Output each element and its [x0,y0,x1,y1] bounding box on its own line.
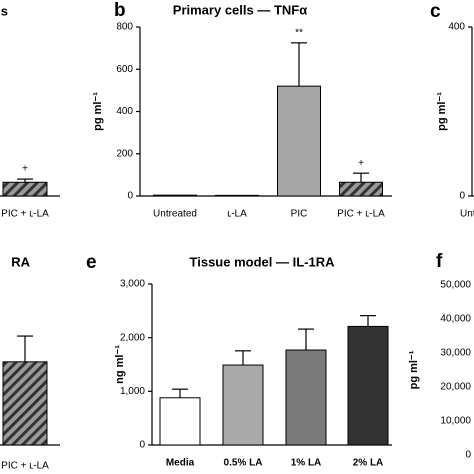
x-tick-label: ʟ-LA [227,209,247,220]
bar [2,361,48,446]
panel-letter: c [430,1,441,22]
bar [285,349,327,446]
chart-title: RA [11,254,30,269]
x-tick-label: 0.5% LA [224,458,263,469]
chart-title: s [1,3,8,18]
y-axis-label: pg ml⁻¹ [436,92,448,131]
x-tick-label: PIC [291,209,308,220]
bar-annotation: ** [295,27,303,38]
bar [277,85,321,197]
bar [159,397,201,446]
y-tick-label: 800 [116,22,133,33]
bar [215,194,259,197]
y-tick-label: 10,000 [440,416,471,427]
y-tick-label: 3,000 [120,279,145,290]
y-tick-label: 400 [448,22,465,33]
panel-letter: b [114,0,126,21]
x-tick-label: Untreated [153,209,197,220]
bar [339,181,383,197]
y-tick-label: 50,000 [440,280,471,291]
y-axis-label: pg ml⁻¹ [408,350,420,389]
x-tick-label: PIC + ʟ-LA [1,209,49,220]
bar [2,181,48,197]
y-tick-label: 1,000 [120,386,145,397]
y-tick-label: 30,000 [440,348,471,359]
x-tick-label: Media [166,458,195,469]
y-tick-label: 400 [116,106,133,117]
x-tick-label: PIC + ʟ-LA [337,209,385,220]
x-tick-label: PIC + ʟ-LA [1,461,49,472]
panel-letter: e [86,252,97,273]
y-axis-label: ng ml⁻¹ [114,345,126,384]
x-tick-label: Untreated [460,209,474,220]
y-tick-label: 0 [465,450,471,461]
bar [153,194,197,197]
y-axis-label: pg ml⁻¹ [92,92,104,131]
chart-title: Tissue model — IL-1RA [190,254,336,269]
y-tick-label: 40,000 [440,314,471,325]
bar-annotation: + [22,164,28,175]
bar [347,325,389,446]
bar-annotation: + [358,158,364,169]
y-tick-label: 0 [459,191,465,202]
bar [222,364,264,446]
y-tick-label: 20,000 [440,382,471,393]
y-tick-label: 200 [116,148,133,159]
x-tick-label: 2% LA [353,458,384,469]
panel-letter: f [436,251,443,272]
y-tick-label: 2,000 [120,332,145,343]
y-tick-label: 0 [139,440,145,451]
x-tick-label: 1% LA [291,458,322,469]
y-tick-label: 600 [116,64,133,75]
y-tick-label: 0 [127,191,133,202]
chart-title: Primary cells — TNFα [173,2,307,17]
